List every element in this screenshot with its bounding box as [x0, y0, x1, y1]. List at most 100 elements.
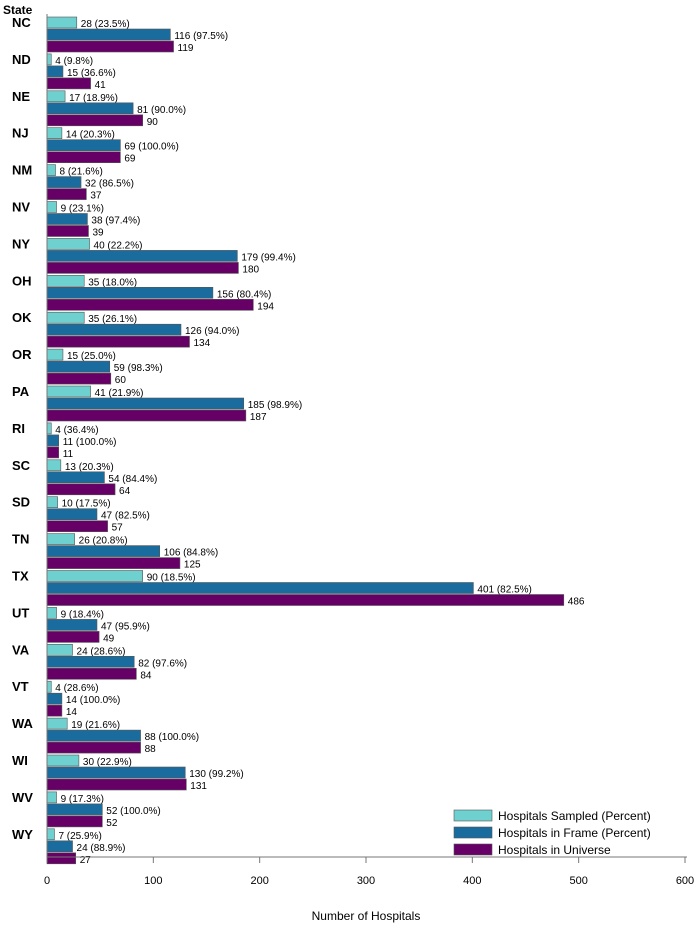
x-axis-title: Number of Hospitals	[312, 909, 421, 923]
legend-label-1: Hospitals in Frame (Percent)	[498, 826, 651, 840]
state-label-PA: PA	[12, 384, 30, 399]
data-label-UT-series-1: 47 (95.9%)	[101, 621, 150, 632]
data-label-NM-series-1: 32 (86.5%)	[85, 179, 134, 190]
bar-SC-series-1	[46, 471, 105, 484]
data-label-NE-series-1: 81 (90.0%)	[137, 105, 186, 116]
data-label-NE-series-2: 90	[147, 117, 159, 128]
data-label-SC-series-1: 54 (84.4%)	[108, 474, 157, 485]
bar-VA-series-0	[46, 643, 73, 656]
state-label-NJ: NJ	[12, 126, 29, 141]
data-label-VA-series-1: 82 (97.6%)	[138, 658, 187, 669]
bar-RI-series-2	[46, 446, 59, 459]
bar-ND-series-2	[46, 77, 91, 90]
data-label-OH-series-0: 35 (18.0%)	[88, 277, 137, 288]
legend-swatch-0	[453, 809, 493, 822]
bar-OK-series-2	[46, 335, 190, 348]
state-label-VA: VA	[12, 642, 30, 657]
data-label-SC-series-2: 64	[119, 486, 131, 497]
data-label-WA-series-2: 88	[145, 744, 157, 755]
data-label-WI-series-1: 130 (99.2%)	[189, 769, 243, 780]
bar-PA-series-1	[46, 397, 245, 410]
legend-label-2: Hospitals in Universe	[498, 843, 611, 857]
data-label-ND-series-2: 41	[95, 80, 107, 91]
state-label-UT: UT	[12, 605, 29, 620]
data-label-NC-series-1: 116 (97.5%)	[174, 31, 228, 42]
state-label-TX: TX	[12, 569, 29, 584]
data-label-NC-series-2: 119	[178, 43, 194, 54]
bar-NC-series-1	[46, 28, 171, 41]
state-label-WV: WV	[12, 790, 33, 805]
data-label-WV-series-2: 52	[106, 818, 118, 829]
data-label-TX-series-0: 90 (18.5%)	[147, 573, 196, 584]
x-tick-label-0: 0	[44, 875, 50, 887]
bar-UT-series-0	[46, 607, 57, 619]
data-label-WI-series-0: 30 (22.9%)	[83, 757, 132, 768]
bar-WA-series-1	[46, 729, 141, 742]
bar-NE-series-0	[46, 90, 66, 103]
data-label-NV-series-1: 38 (97.4%)	[91, 216, 140, 227]
bar-VT-series-2	[46, 704, 63, 717]
data-label-TX-series-2: 486	[568, 597, 585, 608]
data-label-PA-series-2: 187	[250, 412, 267, 423]
data-label-SC-series-0: 13 (20.3%)	[65, 462, 114, 473]
data-label-RI-series-0: 4 (36.4%)	[55, 425, 98, 436]
data-label-NE-series-0: 17 (18.9%)	[69, 93, 118, 104]
bar-NY-series-0	[46, 238, 90, 250]
data-label-OK-series-1: 126 (94.0%)	[185, 326, 239, 337]
bar-WI-series-0	[46, 754, 80, 767]
data-label-WV-series-1: 52 (100.0%)	[106, 806, 160, 817]
data-label-VA-series-2: 84	[140, 670, 152, 681]
bar-UT-series-2	[46, 631, 100, 643]
data-label-SD-series-2: 57	[112, 523, 124, 534]
x-tick-label-100: 100	[144, 875, 162, 887]
bar-OK-series-1	[46, 323, 182, 336]
data-label-WI-series-2: 131	[190, 781, 207, 792]
bar-WA-series-2	[46, 741, 141, 754]
data-label-SD-series-1: 47 (82.5%)	[101, 511, 150, 522]
state-label-OH: OH	[12, 273, 32, 288]
data-label-NM-series-0: 8 (21.6%)	[60, 167, 103, 178]
bar-NV-series-0	[46, 201, 57, 213]
bar-RI-series-1	[46, 434, 59, 447]
bar-WY-series-1	[46, 840, 73, 853]
data-label-TX-series-1: 401 (82.5%)	[477, 585, 531, 596]
bar-WV-series-1	[46, 803, 103, 816]
data-label-NJ-series-1: 69 (100.0%)	[124, 142, 178, 153]
data-label-OH-series-2: 194	[257, 301, 274, 312]
bar-NJ-series-1	[46, 139, 121, 151]
bar-VA-series-1	[46, 655, 135, 668]
data-label-RI-series-1: 11 (100.0%)	[63, 437, 117, 448]
x-tick-label-300: 300	[357, 875, 375, 887]
bar-OR-series-1	[46, 360, 111, 373]
data-label-NM-series-2: 37	[90, 191, 102, 202]
bar-NC-series-0	[46, 16, 78, 29]
bar-NJ-series-0	[46, 127, 63, 139]
state-label-OR: OR	[12, 347, 32, 362]
data-label-NV-series-2: 39	[92, 228, 104, 239]
bar-PA-series-0	[46, 385, 91, 398]
state-label-RI: RI	[12, 421, 25, 436]
bar-SD-series-1	[46, 508, 98, 521]
data-label-VT-series-1: 14 (100.0%)	[66, 695, 120, 706]
bar-WV-series-2	[46, 815, 103, 828]
data-label-OR-series-2: 60	[115, 375, 127, 386]
data-label-NJ-series-2: 69	[124, 154, 136, 165]
bar-TX-series-1	[46, 582, 474, 594]
data-label-RI-series-2: 11	[63, 449, 74, 460]
bar-TN-series-0	[46, 533, 75, 545]
data-label-OK-series-2: 134	[193, 338, 210, 349]
bar-WY-series-2	[46, 852, 77, 865]
bar-TN-series-2	[46, 557, 181, 569]
data-label-OK-series-0: 35 (26.1%)	[88, 314, 137, 325]
bar-TX-series-2	[46, 594, 565, 606]
state-label-NE: NE	[12, 89, 30, 104]
state-label-SC: SC	[12, 458, 31, 473]
data-label-TN-series-0: 26 (20.8%)	[79, 536, 128, 547]
bar-VT-series-0	[46, 680, 52, 693]
bar-WA-series-0	[46, 717, 68, 730]
data-label-NC-series-0: 28 (23.5%)	[81, 19, 130, 30]
bar-NM-series-2	[46, 188, 87, 200]
data-label-WY-series-0: 7 (25.9%)	[58, 831, 101, 842]
bar-ND-series-1	[46, 65, 64, 78]
